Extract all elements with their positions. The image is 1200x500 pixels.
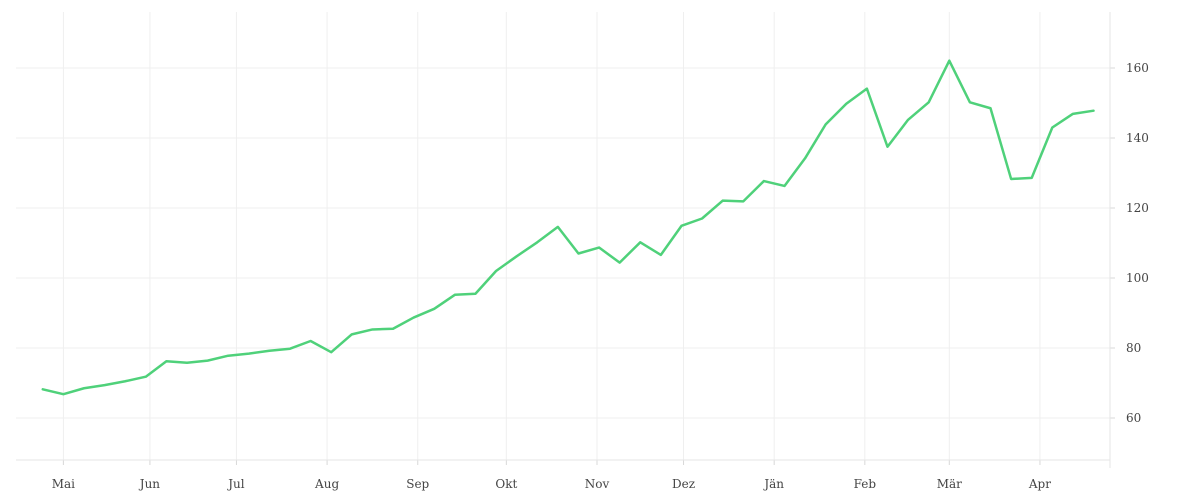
y-tick-label: 140 [1126,131,1149,145]
x-tick-label: Mai [52,477,75,491]
x-tick-label: Okt [495,477,517,491]
axes [16,12,1115,468]
y-tick-label: 60 [1126,411,1141,425]
x-tick-label: Sep [406,477,429,491]
grid [16,12,1110,460]
y-tick-label: 120 [1126,201,1149,215]
x-tick-label: Jul [226,477,245,491]
tick-labels: Mai Jun Jul Aug Sep Okt Nov Dez Jän Feb Mär Apr 60 80… [52,61,1149,491]
x-tick-label: Apr [1028,477,1051,491]
x-tick-label: Mär [937,477,962,491]
y-tick-label: 80 [1126,341,1141,355]
x-tick-label: Dez [672,477,695,491]
x-tick-label: Feb [854,477,877,491]
x-tick-label: Jän [762,477,784,491]
y-tick-label: 100 [1126,271,1149,285]
x-tick-label: Jun [138,477,161,491]
y-tick-label: 160 [1126,61,1149,75]
x-tick-label: Nov [585,477,610,491]
series-line-0 [41,59,1095,396]
x-tick-label: Aug [314,477,339,491]
series-layer [41,59,1095,396]
